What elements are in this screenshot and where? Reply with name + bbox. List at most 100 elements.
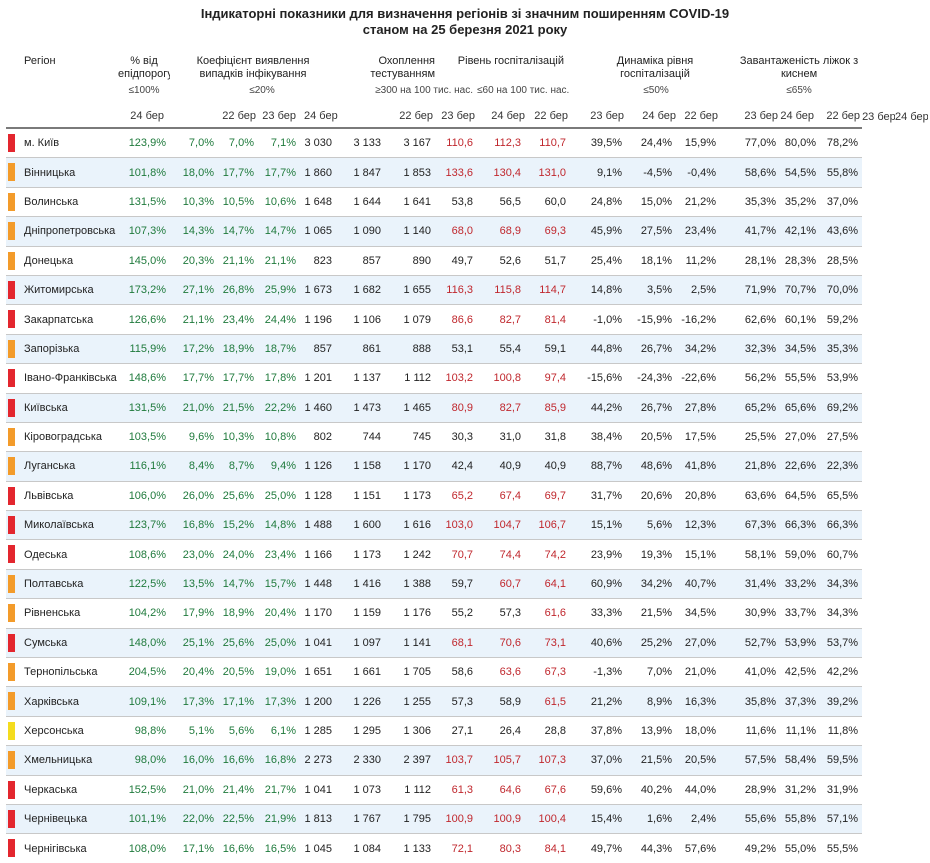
cell-load-22: 58,1% <box>720 539 781 570</box>
cell-load-22: 62,6% <box>720 304 781 335</box>
cell-load-22: 41,0% <box>720 657 781 687</box>
table-row: Дніпропетровська 107,3% 14,3% 14,7% 14,7% 1 0… <box>6 216 928 247</box>
cell-test-24: 1 112 <box>385 774 436 805</box>
day-dyn-24: 24 бер <box>780 110 815 122</box>
cell-coef-22: 8,4% <box>170 451 218 482</box>
table-row: Одеська 108,6% 23,0% 24,0% 23,4% 1 166 1 173 1 … <box>6 539 928 570</box>
day-load-23: 23 бер <box>862 110 896 123</box>
cell-load-23: 55,8% <box>780 803 821 834</box>
cell-test-24: 3 167 <box>385 127 436 158</box>
region-cell: Львівська <box>6 480 118 511</box>
region-name: Чернівецька <box>24 813 88 826</box>
cell-load-24: 22,3% <box>820 451 863 482</box>
cell-load-23: 33,2% <box>780 568 821 599</box>
cell-load-23: 27,0% <box>780 421 821 452</box>
cell-test-24: 1 112 <box>385 363 436 394</box>
table-row: Хмельницька 98,0% 16,0% 16,6% 16,8% 2 273 2 33… <box>6 745 928 776</box>
cell-test-24: 2 397 <box>385 745 436 776</box>
cell-coef-22: 22,0% <box>170 803 218 834</box>
cell-dyn-22: 14,8% <box>570 274 627 305</box>
cell-coef-23: 10,3% <box>218 421 258 452</box>
cell-load-23: 35,2% <box>780 186 821 217</box>
day-coef-22: 22 бер <box>222 110 256 122</box>
cell-dyn-23: 18,1% <box>626 245 677 276</box>
cell-load-22: 35,3% <box>720 186 781 217</box>
cell-coef-23: 21,5% <box>218 392 258 423</box>
cell-dyn-22: 15,1% <box>570 510 627 540</box>
cell-coef-22: 27,1% <box>170 274 218 305</box>
cell-dyn-22: 39,5% <box>570 127 627 158</box>
cell-coef-23: 23,4% <box>218 304 258 335</box>
cell-test-22: 1 126 <box>300 451 336 482</box>
cell-hosp-24: 110,7 <box>525 127 571 158</box>
cell-epi: 106,0% <box>118 480 170 511</box>
cell-test-24: 1 176 <box>385 598 436 629</box>
cell-hosp-23: 40,9 <box>477 451 526 482</box>
cell-coef-22: 7,0% <box>170 127 218 158</box>
table-row: Вінницька 101,8% 18,0% 17,7% 17,7% 1 860 1 847… <box>6 157 928 188</box>
cell-load-22: 55,6% <box>720 803 781 834</box>
cell-hosp-23: 68,9 <box>477 216 526 247</box>
cell-hosp-22: 57,3 <box>435 686 478 717</box>
cell-dyn-23: 48,6% <box>626 451 677 482</box>
region-cell: Хмельницька <box>6 745 118 776</box>
region-name: м. Київ <box>24 137 60 150</box>
cell-epi: 152,5% <box>118 774 170 805</box>
risk-marker <box>8 192 15 211</box>
cell-load-22: 21,8% <box>720 451 781 482</box>
risk-marker <box>8 633 15 652</box>
region-cell: Рівненська <box>6 598 118 629</box>
cell-hosp-23: 58,9 <box>477 686 526 717</box>
cell-coef-24: 22,2% <box>258 392 300 423</box>
cell-load-22: 58,6% <box>720 157 781 188</box>
cell-coef-24: 25,0% <box>258 480 300 511</box>
region-name: Луганська <box>24 460 76 473</box>
cell-test-24: 1 170 <box>385 451 436 482</box>
cell-hosp-24: 114,7 <box>525 274 571 305</box>
cell-hosp-23: 105,7 <box>477 745 526 776</box>
cell-coef-23: 20,5% <box>218 657 258 687</box>
table-row: Чернівецька 101,1% 22,0% 22,5% 21,9% 1 813 1 7… <box>6 803 928 834</box>
cell-dyn-22: 59,6% <box>570 774 627 805</box>
cell-test-22: 1 065 <box>300 216 336 247</box>
cell-load-24: 42,2% <box>820 657 863 687</box>
cell-load-23: 22,6% <box>780 451 821 482</box>
cell-dyn-22: 88,7% <box>570 451 627 482</box>
region-cell: Дніпропетровська <box>6 216 118 247</box>
cell-coef-22: 25,1% <box>170 627 218 658</box>
region-name: Запорізька <box>24 342 80 355</box>
cell-coef-22: 14,3% <box>170 216 218 247</box>
cell-load-23: 55,5% <box>780 363 821 394</box>
cell-hosp-22: 103,7 <box>435 745 478 776</box>
cell-dyn-22: 49,7% <box>570 833 627 863</box>
cell-load-22: 52,7% <box>720 627 781 658</box>
cell-dyn-24: 20,8% <box>676 480 721 511</box>
cell-load-23: 66,3% <box>780 510 821 540</box>
cell-dyn-24: 15,1% <box>676 539 721 570</box>
cell-dyn-24: 11,2% <box>676 245 721 276</box>
cell-dyn-22: 23,9% <box>570 539 627 570</box>
cell-epi: 98,0% <box>118 745 170 776</box>
cell-load-22: 67,3% <box>720 510 781 540</box>
cell-hosp-24: 67,3 <box>525 657 571 687</box>
cell-test-22: 1 488 <box>300 510 336 540</box>
cell-hosp-24: 85,9 <box>525 392 571 423</box>
cell-load-23: 42,5% <box>780 657 821 687</box>
cell-load-22: 63,6% <box>720 480 781 511</box>
risk-marker <box>8 809 15 828</box>
region-name: Одеська <box>24 548 68 561</box>
cell-load-24: 66,3% <box>820 510 863 540</box>
cell-coef-23: 14,7% <box>218 568 258 599</box>
risk-marker <box>8 369 15 388</box>
cell-load-24: 34,3% <box>820 568 863 599</box>
cell-hosp-23: 130,4 <box>477 157 526 188</box>
cell-hosp-24: 73,1 <box>525 627 571 658</box>
cell-coef-24: 7,1% <box>258 127 300 158</box>
cell-test-23: 1 159 <box>336 598 385 629</box>
cell-dyn-23: 26,7% <box>626 392 677 423</box>
cell-hosp-23: 55,4 <box>477 333 526 364</box>
cell-load-23: 31,2% <box>780 774 821 805</box>
cell-epi: 107,3% <box>118 216 170 247</box>
cell-hosp-24: 67,6 <box>525 774 571 805</box>
cell-epi: 104,2% <box>118 598 170 629</box>
